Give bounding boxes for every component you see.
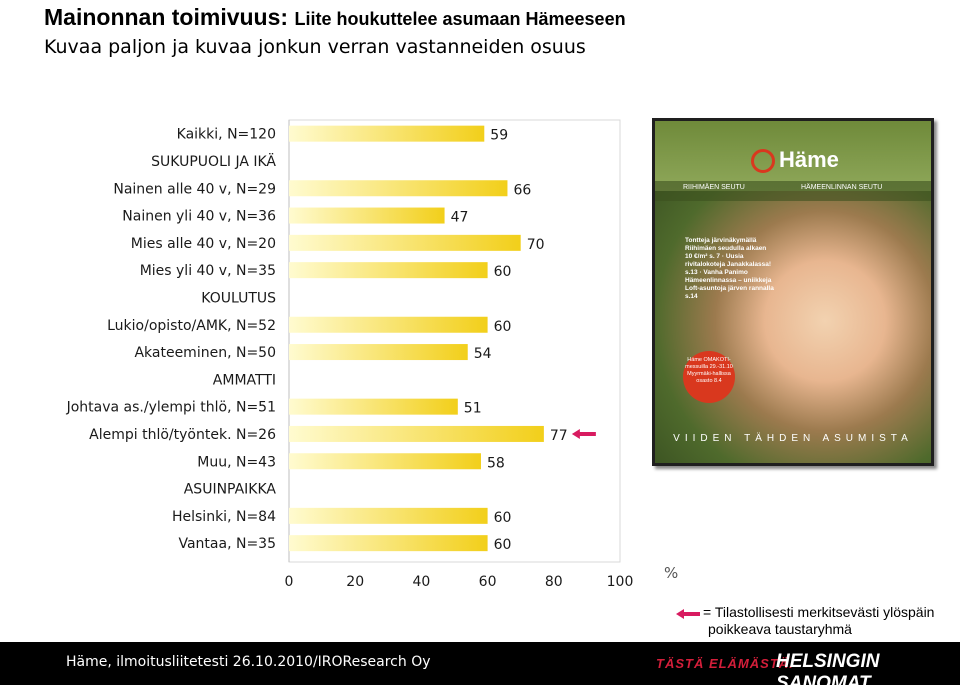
legend-line-2: poikkeava taustaryhmä	[708, 621, 852, 637]
category-label: Kaikki, N=120	[177, 127, 276, 143]
bar-value-label: 70	[527, 237, 545, 253]
section-header: KOULUTUS	[201, 290, 276, 306]
x-tick-label: 100	[607, 574, 634, 590]
significance-arrow-icon	[571, 428, 596, 439]
bar-value-label: 66	[513, 182, 531, 198]
title-main: Mainonnan toimivuus:	[44, 4, 289, 30]
bar-value-label: 58	[487, 455, 505, 471]
bar-value-label: 59	[490, 128, 508, 144]
category-label: Muu, N=43	[197, 454, 276, 470]
bar-value-label: 77	[550, 428, 568, 444]
ad-badge: Häme OMAKOTI- messuilla 29.-31.10 Myyrmä…	[683, 351, 735, 403]
bar-value-label: 51	[464, 401, 482, 417]
bar	[289, 507, 488, 524]
bar	[289, 125, 485, 142]
bar-value-label: 60	[494, 537, 512, 553]
x-tick-label: 0	[285, 574, 294, 590]
ad-photo	[655, 191, 931, 463]
category-label: Helsinki, N=84	[172, 509, 276, 525]
bar-value-label: 60	[494, 264, 512, 280]
ad-logo: Häme	[751, 147, 839, 174]
bar	[289, 316, 488, 333]
category-label: Vantaa, N=35	[178, 536, 276, 552]
bar	[289, 207, 445, 224]
legend-line-1: = Tilastollisesti merkitsevästi ylöspäin	[703, 604, 935, 620]
bar-value-label: 54	[474, 346, 492, 362]
section-header: AMMATTI	[213, 372, 276, 388]
x-tick-label: 60	[479, 574, 497, 590]
footer-slogan: TÄSTÄ ELÄMÄSTÄ.	[656, 656, 794, 671]
category-label: Lukio/opisto/AMK, N=52	[107, 318, 276, 334]
bar	[289, 180, 508, 197]
bar	[289, 398, 458, 415]
ad-band-right: HÄMEENLINNAN SEUTU	[801, 184, 883, 191]
source-text: Häme, ilmoitusliitetesti 26.10.2010/IROR…	[66, 654, 431, 670]
category-label: Johtava as./ylempi thlö, N=51	[66, 400, 276, 416]
category-label: Nainen alle 40 v, N=29	[113, 181, 276, 197]
section-header: SUKUPUOLI JA IKÄ	[151, 152, 276, 170]
page-title: Mainonnan toimivuus: Liite houkuttelee a…	[44, 4, 626, 31]
category-label: Alempi thlö/työntek. N=26	[89, 427, 276, 443]
footer-bar: Häme, ilmoitusliitetesti 26.10.2010/IROR…	[0, 642, 960, 694]
bar	[289, 262, 488, 279]
bar	[289, 535, 488, 552]
legend-arrow-icon	[676, 609, 700, 619]
ad-band-left: RIIHIMÄEN SEUTU	[683, 184, 745, 191]
bar-value-label: 47	[451, 210, 469, 226]
ad-logo-icon	[751, 149, 775, 174]
bar-value-label: 60	[494, 319, 512, 335]
category-label: Mies yli 40 v, N=35	[140, 263, 276, 279]
advertisement-image: Häme RIIHIMÄEN SEUTU HÄMEENLINNAN SEUTU …	[652, 118, 934, 466]
category-label: Mies alle 40 v, N=20	[131, 236, 276, 252]
ad-footer-text: VIIDEN TÄHDEN ASUMISTA	[673, 433, 913, 444]
bar	[289, 234, 521, 251]
category-label: Akateeminen, N=50	[134, 345, 276, 361]
ad-text: Tontteja järvinäkymällä Riihimäen seudul…	[685, 237, 774, 300]
category-label: Nainen yli 40 v, N=36	[122, 209, 276, 225]
ad-logo-text: Häme	[779, 147, 839, 172]
page-subtitle: Kuvaa paljon ja kuvaa jonkun verran vast…	[44, 36, 586, 58]
ad-sky	[655, 121, 931, 191]
footer-brand-logo: HELSINGIN SANOMAT	[776, 651, 880, 694]
bar	[289, 453, 481, 470]
x-tick-label: 80	[545, 574, 563, 590]
bar	[289, 425, 544, 442]
bar	[289, 344, 468, 361]
x-tick-label: 40	[412, 574, 430, 590]
bar-chart: Kaikki, N=120 59 SUKUPUOLI JA IKÄ Nainen al…	[66, 119, 678, 590]
section-header: ASUINPAIKKA	[184, 482, 277, 498]
x-tick-label: 20	[346, 574, 364, 590]
ad-region-band: RIIHIMÄEN SEUTU HÄMEENLINNAN SEUTU	[655, 181, 931, 201]
bar-value-label: 60	[494, 510, 512, 526]
title-suffix: Liite houkuttelee asumaan Hämeeseen	[294, 9, 626, 29]
x-unit-label: %	[664, 564, 678, 582]
